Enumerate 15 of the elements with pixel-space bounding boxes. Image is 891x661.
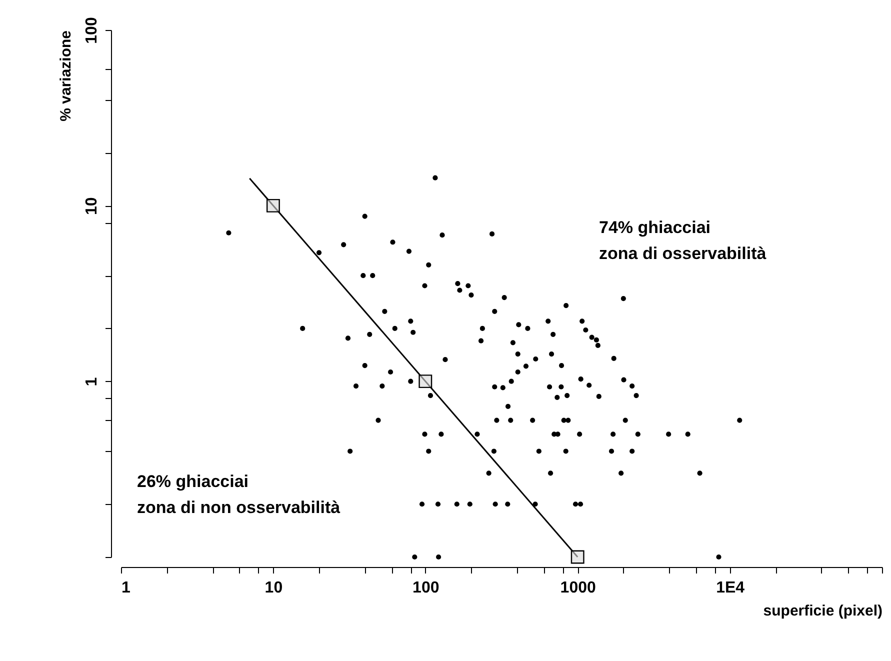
y-tick-label: 1 bbox=[84, 377, 100, 386]
annotation: 26% ghiacciai zona di non osservabilità bbox=[137, 472, 341, 517]
x-tick-label: 1 bbox=[122, 580, 130, 596]
point bbox=[570, 550, 584, 564]
x-tick-label: 100 bbox=[412, 580, 440, 596]
point bbox=[266, 198, 280, 212]
point bbox=[418, 374, 432, 388]
x-axis-title: superficie (pixel) bbox=[763, 602, 883, 620]
x-tick-label: 1000 bbox=[560, 580, 596, 596]
y-axis-title: % variazione bbox=[58, 30, 74, 122]
x-tick-label: 1E4 bbox=[716, 580, 745, 596]
x-tick-label: 10 bbox=[264, 580, 283, 596]
y-tick-label: 100 bbox=[84, 17, 100, 44]
annotation: 74% ghiacciai zona di osservabilità bbox=[599, 218, 767, 263]
y-tick-label: 10 bbox=[84, 197, 100, 216]
